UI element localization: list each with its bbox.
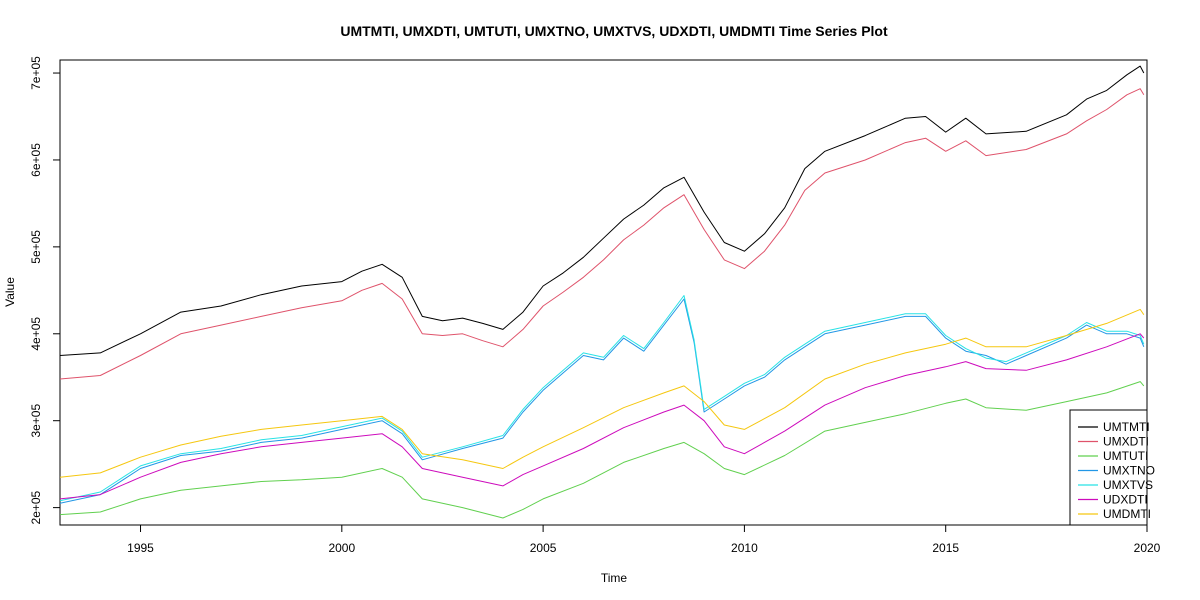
legend-label-umtmti: UMTMTI [1103,420,1150,434]
x-tick-label: 2005 [530,541,557,555]
series-layer [59,65,1145,519]
legend-label-umtuti: UMTUTI [1103,449,1148,463]
x-tick-label: 2015 [932,541,959,555]
legend-label-umxtno: UMXTNO [1103,464,1155,478]
series-line-umxtvs [59,295,1145,502]
x-axis: 1995 2000 2005 2010 2015 2020 [127,524,1161,555]
x-tick-label: 2000 [328,541,355,555]
y-tick-label: 2e+05 [29,490,43,524]
y-axis-label: Value [3,277,17,307]
x-tick-label: 2020 [1134,541,1161,555]
legend: UMTMTIUMXDTIUMTUTIUMXTNOUMXTVSUDXDTIUMDM… [1069,409,1155,526]
y-tick-label: 3e+05 [29,404,43,438]
series-line-umtmti [59,65,1145,356]
legend-label-umdmti: UMDMTI [1103,507,1151,521]
y-tick-label: 5e+05 [29,230,43,264]
y-tick-label: 4e+05 [29,317,43,351]
legend-label-udxdti: UDXDTI [1103,493,1148,507]
x-tick-label: 2010 [731,541,758,555]
series-line-umtuti [59,381,1145,519]
series-line-umdmti [59,308,1145,478]
series-line-umxtno [59,298,1145,504]
y-axis: 2e+05 3e+05 4e+05 5e+05 6e+05 7e+05 [29,56,60,524]
legend-box [1069,409,1148,526]
chart-title: UMTMTI, UMXDTI, UMTUTI, UMXTNO, UMXTVS, … [340,23,888,39]
series-line-udxdti [59,333,1145,500]
legend-label-umxtvs: UMXTVS [1103,478,1153,492]
series-line-umxdti [59,88,1145,380]
legend-label-umxdti: UMXDTI [1103,435,1149,449]
x-tick-label: 1995 [127,541,154,555]
y-tick-label: 7e+05 [29,56,43,90]
y-tick-label: 6e+05 [29,143,43,177]
x-axis-label: Time [601,571,628,585]
